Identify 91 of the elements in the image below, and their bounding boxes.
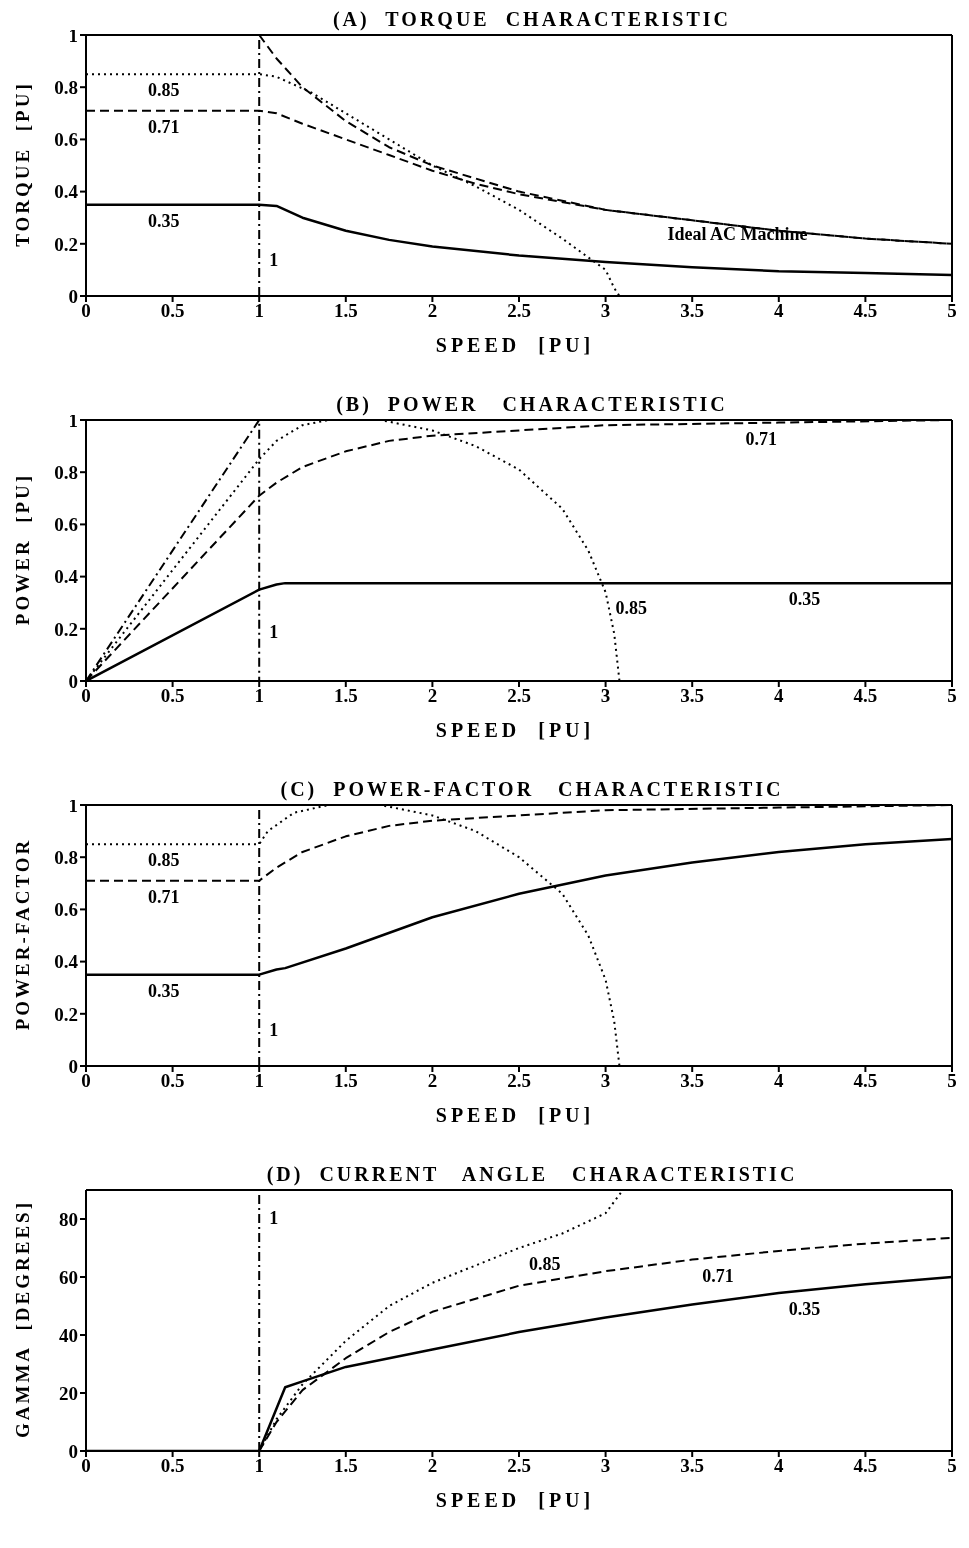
- y-tick-label: 0.8: [54, 461, 78, 483]
- x-tick-label: 3: [600, 300, 611, 322]
- x-tick-label: 3: [600, 1455, 611, 1477]
- y-tick-label: 0: [68, 285, 78, 307]
- y-tick-label: 0.6: [54, 899, 78, 921]
- x-tick-label: 2: [427, 685, 438, 707]
- annotation: 0.35: [788, 1298, 821, 1319]
- y-tick-label: 20: [59, 1382, 78, 1404]
- y-axis-title: TORQUE [PU]: [12, 81, 34, 247]
- annotation: 0.85: [147, 850, 180, 871]
- y-tick-label: 60: [59, 1266, 78, 1288]
- x-tick-label: 5: [947, 1070, 957, 1092]
- y-axis-title: GAMMA [DEGREES]: [12, 1200, 34, 1438]
- annotation: 0.85: [529, 1254, 561, 1274]
- x-tick-label: 4: [774, 300, 785, 322]
- x-tick-label: 2.5: [507, 300, 531, 322]
- x-tick-label: 4.5: [853, 300, 878, 322]
- x-tick-label: 0.5: [160, 685, 185, 707]
- y-tick-label: 0.4: [54, 951, 79, 973]
- y-tick-label: 0: [68, 1440, 78, 1462]
- chart-title: (C) POWER-FACTOR CHARACTERISTIC: [279, 778, 785, 801]
- y-tick-label: 0.8: [54, 846, 78, 868]
- x-axis-title: SPEED [PU]: [434, 334, 596, 357]
- x-tick-label: 1: [254, 1455, 264, 1477]
- y-tick-label: 1: [68, 794, 78, 816]
- annotation: 0.85: [147, 80, 180, 101]
- x-tick-label: 2.5: [507, 685, 531, 707]
- x-tick-label: 2: [427, 300, 438, 322]
- chart-title: (B) POWER CHARACTERISTIC: [335, 393, 729, 416]
- x-tick-label: 3.5: [680, 685, 705, 707]
- annotation: 1: [269, 621, 279, 642]
- y-tick-label: 80: [59, 1208, 78, 1230]
- annotation: 0.71: [702, 1265, 734, 1286]
- x-tick-label: 2: [427, 1455, 438, 1477]
- y-axis-title: POWER-FACTOR: [12, 837, 34, 1031]
- x-tick-label: 4.5: [853, 1070, 878, 1092]
- x-tick-label: 1.5: [333, 300, 358, 322]
- y-tick-label: 0.2: [54, 233, 78, 255]
- annotation: 0.71: [745, 429, 777, 450]
- x-tick-label: 4: [774, 1455, 785, 1477]
- annotation: 0.85: [615, 598, 648, 619]
- x-tick-label: 2.5: [507, 1070, 531, 1092]
- y-tick-label: 1: [68, 409, 78, 431]
- x-tick-label: 2.5: [507, 1455, 531, 1477]
- y-tick-label: 0.4: [54, 566, 79, 588]
- annotation: 1: [269, 1207, 279, 1228]
- y-tick-label: 1: [68, 24, 78, 46]
- annotation: 0.35: [147, 980, 180, 1001]
- x-tick-label: 3.5: [680, 300, 705, 322]
- annotation: 1: [269, 249, 279, 270]
- x-tick-label: 3.5: [680, 1455, 705, 1477]
- chart-title: (A) TORQUE CHARACTERISTIC: [331, 8, 733, 31]
- x-tick-label: 5: [947, 1455, 957, 1477]
- y-tick-label: 0.2: [54, 618, 78, 640]
- x-tick-label: 0.5: [160, 1455, 185, 1477]
- annotation: 0.35: [147, 210, 180, 231]
- x-axis-title: SPEED [PU]: [434, 1489, 596, 1512]
- chart-title: (D) CURRENT ANGLE CHARACTERISTIC: [265, 1163, 799, 1186]
- x-axis-title: SPEED [PU]: [434, 1104, 596, 1127]
- x-tick-label: 4: [774, 1070, 785, 1092]
- y-tick-label: 40: [59, 1324, 78, 1346]
- y-tick-label: 0.6: [54, 129, 78, 151]
- x-tick-label: 5: [947, 300, 957, 322]
- y-tick-label: 0: [68, 1055, 78, 1077]
- annotation: 0.71: [147, 886, 180, 907]
- x-tick-label: 2: [427, 1070, 438, 1092]
- y-tick-label: 0.6: [54, 514, 78, 536]
- x-tick-label: 1.5: [333, 685, 358, 707]
- x-tick-label: 3: [600, 685, 611, 707]
- x-tick-label: 0.5: [160, 1070, 185, 1092]
- y-tick-label: 0.4: [54, 181, 79, 203]
- y-axis-title: POWER [PU]: [12, 472, 34, 626]
- annotation: 1: [269, 1019, 279, 1040]
- x-tick-label: 3.5: [680, 1070, 705, 1092]
- x-tick-label: 0.5: [160, 300, 185, 322]
- y-tick-label: 0: [68, 670, 78, 692]
- y-tick-label: 0.8: [54, 76, 78, 98]
- x-tick-label: 4.5: [853, 1455, 878, 1477]
- x-tick-label: 1.5: [333, 1455, 358, 1477]
- x-axis-title: SPEED [PU]: [434, 719, 596, 742]
- x-tick-label: 1: [254, 685, 264, 707]
- x-tick-label: 1: [254, 1070, 264, 1092]
- annotation: 0.35: [788, 589, 821, 610]
- x-tick-label: 4: [774, 685, 785, 707]
- x-tick-label: 5: [947, 685, 957, 707]
- x-tick-label: 4.5: [853, 685, 878, 707]
- y-tick-label: 0.2: [54, 1003, 78, 1025]
- annotation: 0.71: [147, 116, 180, 137]
- x-tick-label: 3: [600, 1070, 611, 1092]
- x-tick-label: 1: [254, 300, 264, 322]
- x-tick-label: 1.5: [333, 1070, 358, 1092]
